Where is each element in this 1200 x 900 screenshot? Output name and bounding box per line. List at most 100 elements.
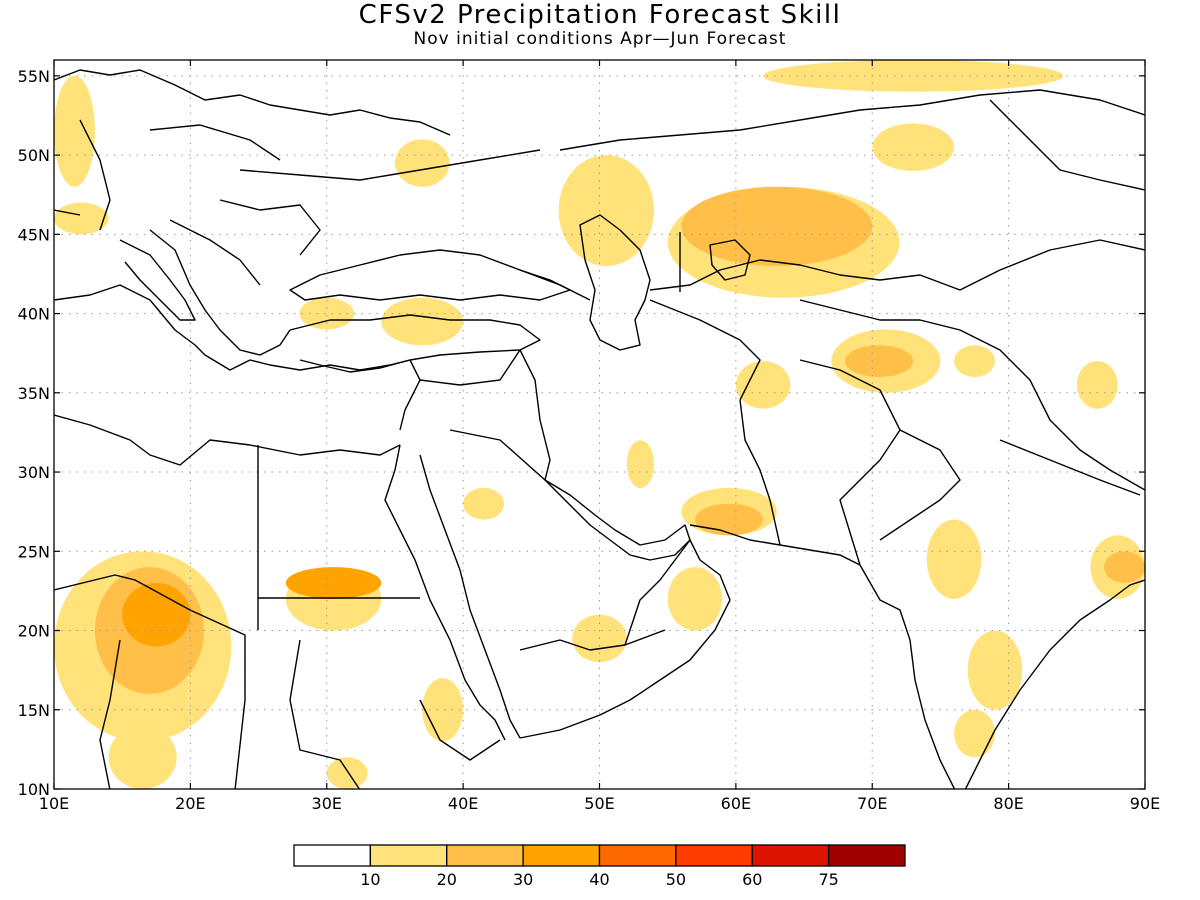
coastline-red-sea-east (419, 454, 521, 739)
coastline-mediterranean (54, 284, 421, 431)
skill-shading-layer (54, 60, 1145, 789)
colorbar-bin (293, 844, 372, 867)
colorbar: 10 20 30 40 50 60 75 (293, 844, 906, 889)
coastline-turkey (289, 314, 541, 373)
coastline-balkans-greece (149, 229, 291, 356)
skill-region (1076, 361, 1118, 409)
skill-region (694, 503, 764, 536)
colorbar-label: 60 (742, 870, 762, 889)
colorbar-bin (675, 844, 753, 867)
y-tick-label: 20N (18, 622, 50, 641)
x-tick-label: 70E (857, 794, 887, 813)
colorbar-bin (522, 844, 601, 867)
coastline-persian-gulf (544, 479, 691, 561)
border-saudi-yemen (519, 639, 591, 651)
border-sudan (289, 639, 361, 789)
border-iraq-saudi (449, 429, 546, 481)
skill-region (763, 60, 1064, 92)
skill-region (381, 297, 464, 346)
coastline-india-west (859, 564, 956, 789)
border-romania (219, 199, 321, 256)
skill-region (872, 123, 955, 171)
colorbar-bin (446, 844, 524, 867)
border-russia-mongolia (989, 99, 1145, 191)
border-central-africa (99, 639, 121, 789)
border-oman-saudi (624, 539, 691, 646)
coastline-red-sea-west (384, 444, 506, 741)
skill-region (299, 297, 355, 330)
border-afghanistan-pakistan (799, 359, 901, 566)
border-iran-afghanistan (739, 399, 781, 546)
border-poland (149, 124, 281, 161)
skill-region (844, 345, 914, 377)
border-himalaya (959, 329, 1145, 491)
skill-region (681, 186, 873, 267)
coastline-caspian-sea (579, 214, 651, 351)
border-turkmenistan (649, 299, 761, 401)
y-tick-label: 30N (18, 463, 50, 482)
x-tick-label: 50E (584, 794, 614, 813)
skill-region (667, 567, 723, 631)
x-tick-label: 10E (39, 794, 69, 813)
skill-region (926, 519, 982, 599)
border-balkan-interior (169, 219, 261, 286)
x-tick-label: 60E (721, 794, 751, 813)
colorbar-label: 75 (818, 870, 838, 889)
skill-region (626, 440, 655, 488)
skill-region (54, 75, 95, 187)
border-china-west (919, 239, 1145, 291)
skill-region (735, 361, 791, 409)
coastlines-and-borders (54, 69, 1145, 789)
y-tick-label: 10N (18, 780, 50, 799)
y-tick-label: 50N (18, 146, 50, 165)
skill-region (1104, 551, 1145, 583)
colorbar-label: 20 (437, 870, 457, 889)
y-tick-label: 55N (18, 67, 50, 86)
skill-region (108, 725, 177, 789)
y-tick-label: 35N (18, 384, 50, 403)
border-spain-france (54, 209, 81, 216)
skill-region (394, 139, 450, 187)
x-tick-label: 20E (175, 794, 205, 813)
coastline-north-africa (54, 414, 401, 466)
coastline-black-sea (289, 249, 571, 301)
border-germany-france (79, 119, 111, 231)
border-ethiopia (419, 699, 501, 761)
skill-region (285, 567, 382, 599)
colorbar-label: 50 (666, 870, 686, 889)
coastline-arabia-south (519, 539, 731, 739)
border-kazakhstan-north (559, 89, 1145, 151)
x-tick-label: 30E (312, 794, 342, 813)
border-iraq-iran (519, 349, 551, 481)
x-tick-label: 80E (993, 794, 1023, 813)
skill-region (54, 202, 109, 235)
coastline-italy (119, 239, 196, 321)
coastline-north-sea (54, 69, 451, 136)
border-nepal (999, 439, 1141, 496)
colorbar-bin (369, 844, 448, 867)
colorbar-bin (751, 844, 830, 867)
y-tick-label: 15N (18, 701, 50, 720)
skill-region (954, 709, 995, 758)
x-tick-label: 90E (1130, 794, 1160, 813)
border-ukraine (239, 149, 541, 181)
colorbar-bin (598, 844, 677, 867)
coastline-aral-sea (709, 239, 751, 281)
skill-region (463, 487, 505, 520)
skill-region (954, 345, 995, 377)
skill-region (967, 630, 1023, 710)
skill-region (422, 678, 464, 742)
colorbar-label: 40 (589, 870, 609, 889)
border-kazakhstan-south (649, 259, 921, 291)
y-tick-label: 45N (18, 225, 50, 244)
colorbar-label: 10 (360, 870, 380, 889)
border-chad (54, 574, 246, 789)
coastline-india-east (964, 579, 1145, 789)
y-tick-label: 40N (18, 305, 50, 324)
gridlines (54, 60, 1145, 789)
skill-region (326, 757, 368, 789)
map-title: CFSv2 Precipitation Forecast Skill (358, 0, 842, 30)
border-pakistan-india (879, 429, 961, 541)
map-subtitle: Nov initial conditions Apr—Jun Forecast (413, 29, 787, 49)
